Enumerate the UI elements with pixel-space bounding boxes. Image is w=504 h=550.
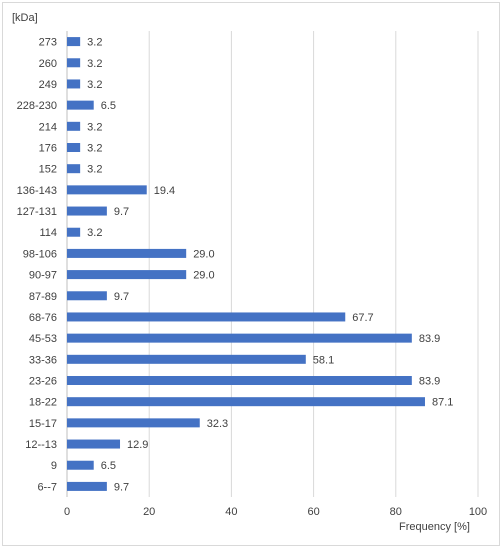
bar xyxy=(67,121,81,131)
bar xyxy=(67,312,346,322)
bar xyxy=(67,185,147,195)
data-label: 3.2 xyxy=(87,79,102,91)
bar xyxy=(67,164,81,174)
data-label: 9.7 xyxy=(114,291,129,303)
bar xyxy=(67,143,81,152)
category-label: 9 xyxy=(51,460,57,472)
category-label: 12--13 xyxy=(25,439,57,451)
category-label: 152 xyxy=(39,164,57,176)
data-label: 83.9 xyxy=(419,376,440,388)
category-label: 260 xyxy=(39,58,57,70)
y-axis-title: [kDa] xyxy=(12,12,38,24)
x-tick-label: 20 xyxy=(143,506,155,518)
bar xyxy=(67,439,121,449)
bar xyxy=(67,460,94,470)
bar xyxy=(67,227,81,237)
category-label: 214 xyxy=(39,121,57,133)
category-label: 33-36 xyxy=(29,354,57,366)
data-label: 12.9 xyxy=(127,439,148,451)
data-label: 9.7 xyxy=(114,481,129,493)
category-label: 6--7 xyxy=(37,481,57,493)
bar xyxy=(67,291,107,301)
x-tick-label: 0 xyxy=(64,506,70,518)
bar xyxy=(67,354,306,364)
category-label: 15-17 xyxy=(29,418,57,430)
category-label: 228-230 xyxy=(17,100,57,112)
data-label: 3.2 xyxy=(87,37,102,49)
category-label: 98-106 xyxy=(23,248,57,260)
data-labels: 3.2 3.2 3.2 6.5 3.2 3.2 3.2 19.4 9.7 3.2 29.0 29.0 9… xyxy=(87,37,453,494)
category-label: 249 xyxy=(39,79,57,91)
data-label: 3.2 xyxy=(87,227,102,239)
data-label: 3.2 xyxy=(87,121,102,133)
category-label: 18-22 xyxy=(29,397,57,409)
data-label: 29.0 xyxy=(193,270,214,282)
data-label: 67.7 xyxy=(352,312,373,324)
category-label: 176 xyxy=(39,143,57,155)
x-axis-title: Frequency [%] xyxy=(399,521,470,533)
bar xyxy=(67,37,81,47)
bar xyxy=(67,418,200,428)
bar xyxy=(67,397,425,407)
bar xyxy=(67,206,107,216)
bar xyxy=(67,248,187,258)
x-tick-label: 40 xyxy=(225,506,237,518)
data-label: 3.2 xyxy=(87,164,102,176)
data-label: 29.0 xyxy=(193,248,214,260)
category-label: 114 xyxy=(39,227,57,239)
data-label: 6.5 xyxy=(101,460,116,472)
category-label: 68-76 xyxy=(29,312,57,324)
data-label: 9.7 xyxy=(114,206,129,218)
bar xyxy=(67,376,412,385)
data-label: 83.9 xyxy=(419,333,440,345)
category-labels: 273 260 249 228-230 214 176 152 136-143 127-131 1… xyxy=(17,37,57,494)
x-tick-labels: 0 20 40 60 80 100 xyxy=(64,506,487,518)
data-label: 87.1 xyxy=(432,397,453,409)
bar xyxy=(67,270,187,280)
bar xyxy=(67,481,107,491)
bar xyxy=(67,333,412,343)
data-label: 58.1 xyxy=(313,354,334,366)
data-label: 19.4 xyxy=(154,185,175,197)
x-tick-label: 80 xyxy=(390,506,402,518)
x-tick-label: 100 xyxy=(469,506,487,518)
bar xyxy=(67,79,81,89)
category-label: 23-26 xyxy=(29,376,57,388)
category-label: 127-131 xyxy=(17,206,57,218)
bar xyxy=(67,100,94,110)
category-label: 273 xyxy=(39,37,57,49)
data-label: 3.2 xyxy=(87,143,102,155)
category-label: 45-53 xyxy=(29,333,57,345)
bar xyxy=(67,58,81,68)
category-label: 136-143 xyxy=(17,185,57,197)
category-label: 87-89 xyxy=(29,291,57,303)
x-tick-label: 60 xyxy=(307,506,319,518)
category-label: 90-97 xyxy=(29,270,57,282)
data-label: 32.3 xyxy=(207,418,228,430)
bars xyxy=(67,37,425,491)
data-label: 3.2 xyxy=(87,58,102,70)
data-label: 6.5 xyxy=(101,100,116,112)
